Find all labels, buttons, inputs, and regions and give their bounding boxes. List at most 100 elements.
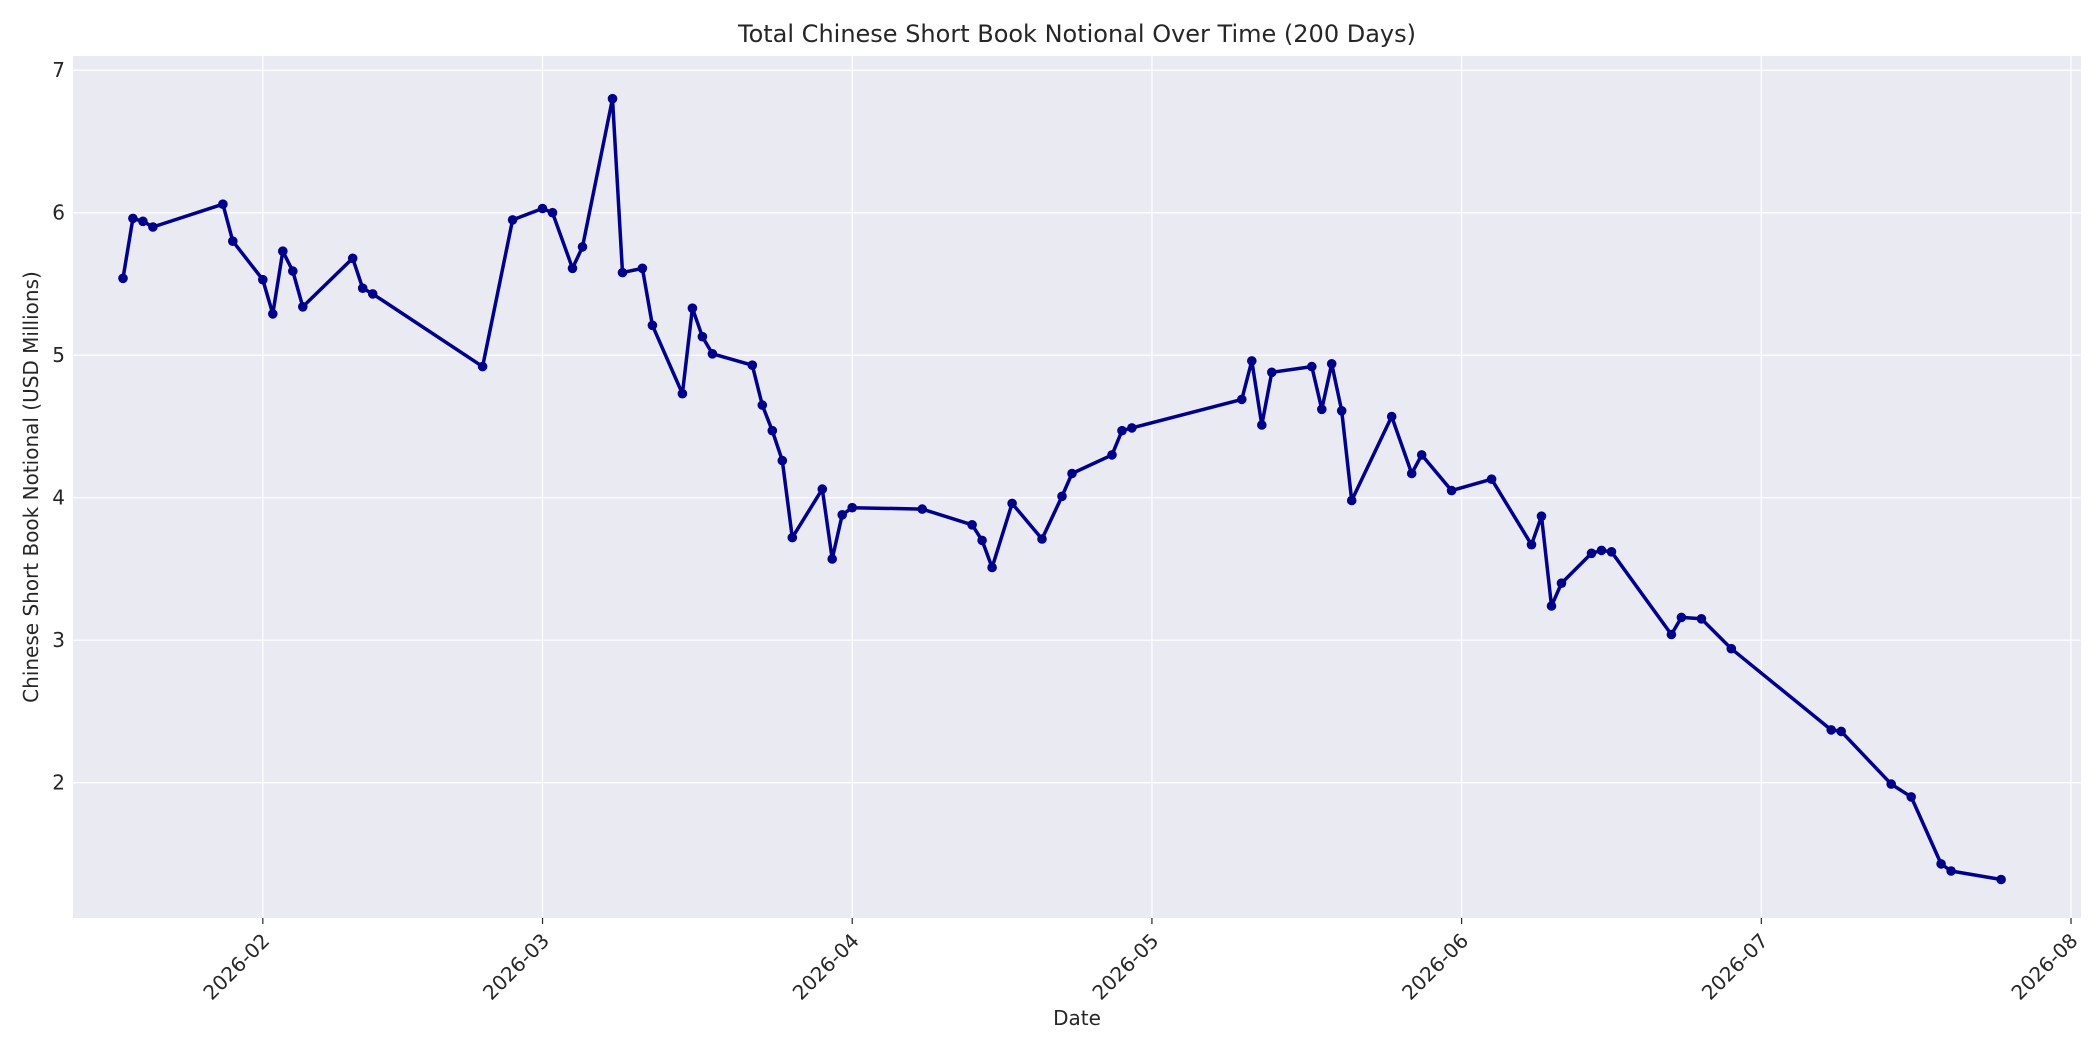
data-point [1526,539,1537,550]
y-axis-title: Chinese Short Book Notional (USD Million… [19,271,43,703]
data-point [1057,491,1067,502]
data-point [647,320,658,331]
data-point [357,283,368,294]
data-point [707,349,718,359]
data-point [847,502,857,513]
data-point [827,554,837,564]
data-point [1346,495,1357,506]
data-point [1676,612,1687,623]
y-tick-label: 3 [52,628,65,652]
data-point [1037,534,1047,544]
data-point [1107,450,1117,460]
data-point [1906,792,1916,802]
data-point [1127,423,1137,433]
y-tick-label: 2 [52,771,65,795]
data-point [817,484,828,494]
y-tick-label: 7 [52,58,65,82]
x-axis-title: Date [1053,1006,1101,1030]
data-point [1336,406,1347,416]
data-point [837,510,847,520]
x-tick-label: 2026-05 [1087,929,1163,1005]
x-tick-label: 2026-07 [1697,929,1773,1005]
data-point [1257,420,1267,430]
data-point [1946,866,1956,876]
data-point [1247,356,1257,366]
data-point [148,222,158,232]
data-point [1596,545,1607,556]
data-point [757,400,768,410]
series-layer [118,93,2006,885]
data-point [1826,725,1836,735]
data-point [367,289,378,299]
x-tick-label: 2026-02 [198,929,274,1005]
data-point [787,532,798,543]
data-point [347,253,358,264]
data-point [1267,367,1277,378]
data-point [677,388,688,399]
y-tick-label: 5 [52,343,65,367]
data-point [1446,485,1457,496]
data-point [268,309,278,319]
x-tick-label: 2026-03 [478,929,554,1005]
data-point [278,246,288,256]
data-point [1586,548,1597,559]
data-point [258,274,268,285]
data-point [607,93,618,104]
plot-area [73,56,2081,918]
chart-title: Total Chinese Short Book Notional Over T… [737,20,1416,48]
data-point [687,303,698,314]
data-point [577,242,588,252]
data-point [507,215,518,225]
data-point [1117,425,1127,436]
series-line [121,96,2003,882]
data-point [767,425,778,436]
data-point [138,216,148,227]
data-point [1307,361,1317,372]
data-point [1406,468,1417,479]
data-point [1237,394,1247,405]
data-point [228,236,238,246]
data-point [128,213,138,224]
x-tick-label: 2026-08 [2006,929,2082,1005]
data-point [697,331,708,342]
data-point [1007,498,1017,509]
data-point [1326,359,1337,369]
data-point [977,535,987,546]
grid [73,56,2081,918]
data-point [1696,614,1707,624]
data-point [637,263,648,274]
x-tick-label: 2026-06 [1397,929,1473,1005]
data-point [547,207,558,218]
data-point [1536,511,1547,521]
data-point [1606,547,1617,557]
data-point [1486,474,1497,485]
data-point [1386,411,1397,422]
x-tick-label: 2026-04 [788,929,864,1005]
data-point [1886,779,1896,789]
data-point [617,267,628,278]
data-point [777,455,788,466]
data-point [967,520,977,530]
data-point [1996,874,2006,885]
data-point [917,504,927,514]
data-point [477,361,488,372]
data-point [567,263,578,274]
y-tick-label: 6 [52,201,65,225]
data-point [1546,601,1557,611]
data-point [1416,450,1427,460]
data-point [298,302,308,312]
data-point [1317,404,1327,415]
data-point [1067,468,1077,479]
data-point [118,273,128,284]
data-point [218,199,228,209]
data-point [537,203,548,214]
data-point [1936,859,1946,869]
data-point [1836,726,1846,737]
data-point [1556,578,1567,588]
data-point [1666,629,1677,640]
data-point [987,562,997,573]
y-tick-label: 4 [52,486,65,510]
data-point [747,360,758,371]
